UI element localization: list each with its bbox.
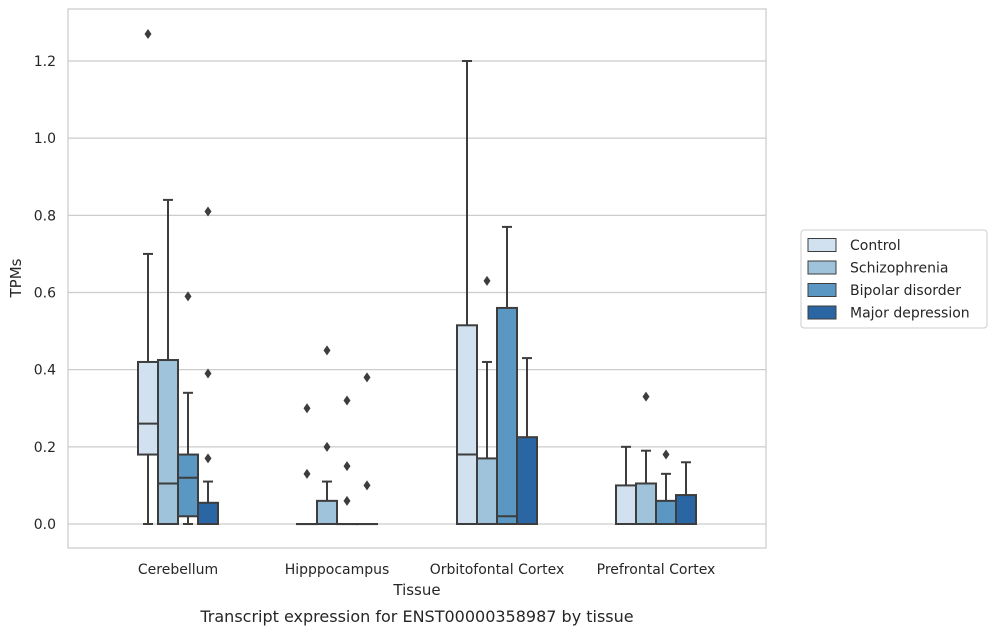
x-tick-label: Prefrontal Cortex [597, 562, 716, 578]
outlier-marker [483, 275, 491, 286]
box-body [197, 501, 219, 526]
outlier-marker [323, 345, 331, 356]
x-tick-label: Hipppocampus [285, 562, 390, 578]
series-major-depression [197, 206, 697, 526]
series-bipolar-disorder [177, 225, 677, 526]
x-tick-labels: Cerebellum Hipppocampus Orbitofontal Corte… [138, 562, 715, 578]
box-body [615, 484, 637, 525]
y-tick-labels: 0.0 0.2 0.4 0.6 0.8 1.0 1.2 [34, 54, 56, 533]
outlier-marker [642, 391, 650, 402]
legend-swatch [807, 238, 837, 252]
legend-swatch [807, 283, 837, 297]
legend: Control Schizophrenia Bipolar disorder Majo… [800, 229, 988, 329]
x-axis-label: Tissue [392, 581, 440, 599]
y-tick-label: 0.8 [34, 208, 56, 224]
outlier-marker [343, 495, 351, 506]
box-body [177, 453, 199, 518]
box [496, 225, 518, 526]
box [316, 345, 338, 525]
outlier-marker [363, 480, 371, 491]
outlier-marker [303, 468, 311, 479]
box-body [496, 306, 518, 526]
box-body [157, 359, 179, 525]
box-body [316, 499, 338, 525]
outlier-marker [303, 403, 311, 414]
legend-frame [800, 229, 988, 329]
box [137, 28, 159, 525]
box [655, 449, 677, 525]
outlier-marker [343, 395, 351, 406]
box [157, 198, 179, 525]
plot-frame [67, 8, 767, 549]
x-tick-label: Cerebellum [138, 562, 218, 578]
outlier-marker [204, 206, 212, 217]
outlier-marker [662, 449, 670, 460]
y-tick-label: 1.2 [34, 54, 56, 70]
outlier-marker [343, 461, 351, 472]
y-tick-label: 0.4 [34, 363, 56, 379]
legend-swatch [807, 260, 837, 275]
box-body [635, 482, 657, 526]
box [615, 445, 637, 525]
y-tick-label: 0.6 [34, 286, 56, 302]
outlier-marker [184, 291, 192, 302]
box-body [655, 499, 677, 525]
outlier-marker [363, 372, 371, 383]
box [635, 391, 657, 526]
box [296, 403, 318, 526]
legend-items: Control Schizophrenia Bipolar disorder Majo… [807, 238, 970, 322]
box [675, 461, 697, 525]
box-body [516, 436, 538, 526]
box [177, 291, 199, 525]
y-tick-label: 1.0 [34, 131, 56, 147]
legend-label: Bipolar disorder [850, 283, 961, 299]
y-tick-label: 0.2 [34, 440, 56, 456]
outlier-marker [204, 368, 212, 379]
box-body [137, 360, 159, 456]
outlier-marker [204, 453, 212, 464]
legend-label: Schizophrenia [850, 261, 948, 277]
box-body [476, 457, 498, 526]
y-axis-label: TPMs [7, 258, 25, 298]
box-body [675, 494, 697, 525]
box [516, 357, 538, 526]
x-tick-label: Orbitofontal Cortex [430, 562, 565, 578]
box [336, 395, 358, 526]
box [356, 372, 378, 526]
outlier-marker [144, 28, 152, 39]
box [197, 206, 219, 526]
box-series [137, 28, 697, 526]
box-body [456, 324, 478, 525]
box [456, 60, 478, 525]
legend-swatch [807, 305, 837, 320]
chart-caption: Transcript expression for ENST0000035898… [199, 607, 633, 626]
legend-label: Control [850, 238, 901, 254]
y-tick-label: 0.0 [34, 517, 56, 533]
outlier-marker [323, 441, 331, 452]
series-control [137, 28, 637, 526]
series-schizophrenia [157, 198, 657, 526]
legend-label: Major depression [850, 306, 970, 322]
